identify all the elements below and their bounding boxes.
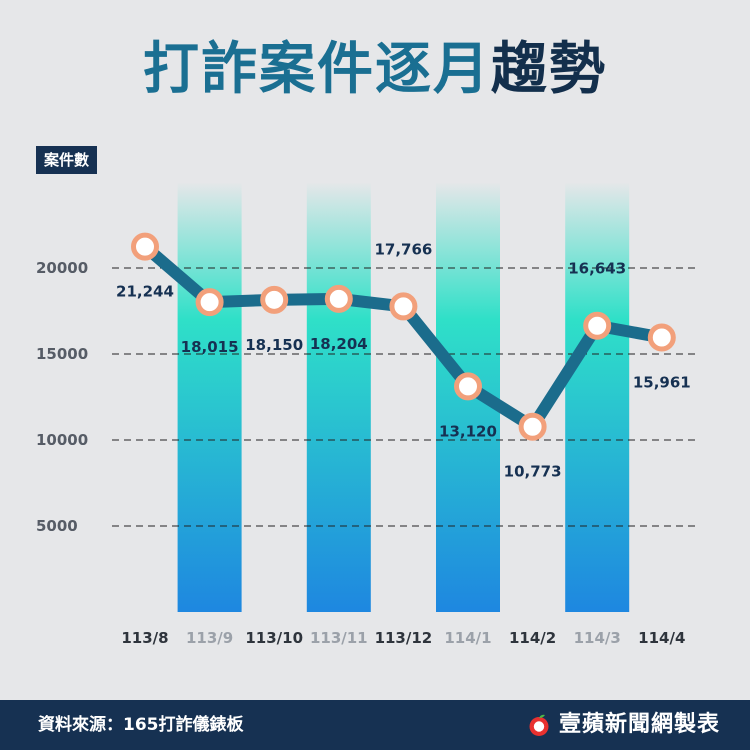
data-point: [518, 412, 547, 441]
source-note: 資料來源：165打詐儀錶板: [38, 715, 244, 735]
data-point: [389, 292, 418, 321]
x-tick-label: 114/4: [638, 629, 685, 647]
data-label: 18,015: [181, 338, 239, 356]
y-tick-label: 5000: [36, 517, 78, 535]
data-label: 17,766: [374, 240, 432, 258]
y-unit-label: 案件數: [36, 146, 98, 174]
x-tick-label: 114/2: [509, 629, 556, 647]
data-point: [195, 288, 224, 317]
data-label: 21,244: [116, 283, 174, 301]
line-chart: 5000 10000 15000 20000 113/8 113/9 113/10 113/1…: [36, 182, 698, 647]
data-point: [454, 372, 482, 401]
data-point: [647, 323, 676, 352]
x-tick-label: 113/10: [245, 629, 303, 647]
x-tick-label: 114/3: [574, 629, 621, 647]
apple-logo-icon: [529, 714, 549, 736]
title-accent: 趨勢: [491, 37, 607, 102]
y-tick-label: 15000: [36, 345, 88, 363]
x-tick-label: 113/11: [310, 629, 368, 647]
data-point: [583, 311, 612, 340]
x-tick-label: 114/1: [444, 629, 491, 647]
highlight-band-113-11: [306, 182, 371, 612]
y-tick-label: 20000: [36, 259, 88, 277]
x-tick-label: 113/9: [186, 629, 233, 647]
data-point: [131, 232, 159, 261]
footer-bar: 資料來源：165打詐儀錶板 壹蘋新聞網製表: [0, 700, 750, 750]
brand-logo: 壹蘋新聞網製表: [527, 700, 720, 750]
data-point: [324, 284, 353, 313]
data-label: 18,204: [310, 335, 368, 353]
y-tick-label: 10000: [36, 431, 88, 449]
chart-title: 打詐案件逐月趨勢: [0, 30, 750, 110]
brand-name: 壹蘋新聞網製表: [558, 712, 720, 737]
x-tick-label: 113/12: [375, 629, 433, 647]
data-point: [260, 285, 289, 314]
data-label: 15,961: [633, 373, 691, 391]
highlight-band-113-9: [177, 182, 242, 612]
data-label: 18,150: [245, 336, 303, 354]
highlight-band-114-3: [565, 182, 630, 612]
title-main: 打詐案件逐月: [143, 37, 491, 102]
data-label: 16,643: [568, 260, 626, 278]
data-label: 10,773: [504, 463, 562, 481]
x-tick-label: 113/8: [121, 629, 168, 647]
data-label: 13,120: [439, 422, 497, 440]
